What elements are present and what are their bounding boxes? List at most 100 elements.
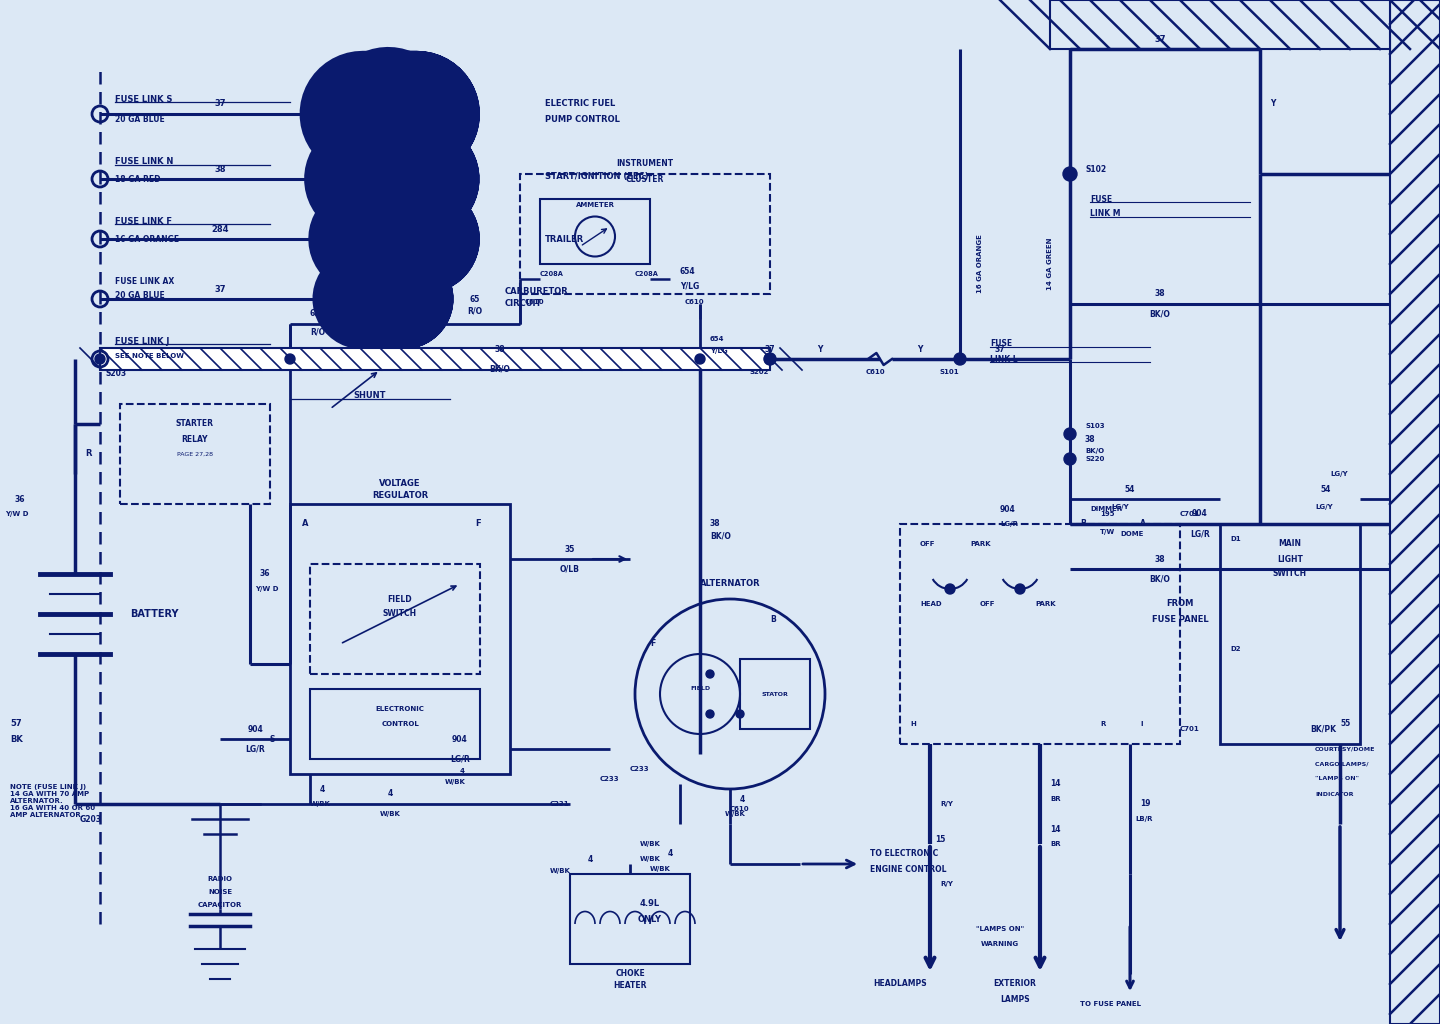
Text: 38: 38	[215, 165, 226, 173]
Circle shape	[1064, 453, 1076, 465]
Circle shape	[354, 109, 366, 120]
Text: FIELD: FIELD	[690, 686, 710, 691]
Text: BK/PK: BK/PK	[1310, 725, 1336, 733]
Text: O/LB: O/LB	[560, 564, 580, 573]
Text: 36: 36	[261, 569, 271, 579]
Text: 37: 37	[215, 99, 226, 109]
Text: 54: 54	[1320, 484, 1331, 494]
Bar	[289, 504, 510, 774]
Bar	[310, 689, 480, 759]
Text: LG/Y: LG/Y	[1331, 471, 1348, 477]
Text: 4: 4	[387, 790, 393, 799]
Text: OFF: OFF	[981, 601, 995, 607]
Bar	[1390, 0, 1440, 1024]
Bar	[1220, 524, 1359, 744]
Text: 904: 904	[999, 505, 1015, 513]
Circle shape	[945, 584, 955, 594]
Circle shape	[354, 173, 366, 184]
Circle shape	[1015, 584, 1025, 594]
Text: 4: 4	[459, 768, 465, 774]
Text: B: B	[1080, 519, 1086, 528]
Text: RADIO: RADIO	[207, 876, 232, 882]
Text: 37: 37	[765, 344, 775, 353]
Text: 655: 655	[310, 309, 325, 318]
Text: TO FUSE PANEL: TO FUSE PANEL	[1080, 1001, 1140, 1007]
Text: INSTRUMENT: INSTRUMENT	[616, 160, 674, 169]
Text: Y/W D: Y/W D	[4, 511, 29, 517]
Text: CIRCUIT: CIRCUIT	[505, 299, 543, 308]
Text: FUSE LINK F: FUSE LINK F	[115, 216, 171, 225]
Text: BK/O: BK/O	[1149, 309, 1171, 318]
Circle shape	[706, 710, 714, 718]
Text: R/O: R/O	[468, 306, 482, 315]
Text: 15: 15	[935, 835, 946, 844]
Text: 654: 654	[710, 336, 724, 342]
Text: 904: 904	[248, 725, 264, 733]
Text: SEE NOTE BELOW: SEE NOTE BELOW	[115, 353, 184, 359]
Text: W/BK: W/BK	[639, 856, 661, 862]
Text: BR: BR	[1050, 796, 1061, 802]
Text: FUSE: FUSE	[1090, 195, 1112, 204]
Text: 37: 37	[1155, 35, 1166, 43]
Text: 65: 65	[469, 295, 480, 303]
Bar	[570, 874, 690, 964]
Text: 19: 19	[1140, 800, 1151, 809]
Text: Y: Y	[370, 122, 376, 130]
Text: RELAY: RELAY	[181, 434, 209, 443]
Text: "LAMPS ON": "LAMPS ON"	[1315, 776, 1359, 781]
Circle shape	[354, 233, 366, 245]
Text: Y: Y	[917, 344, 923, 353]
Text: BK/O: BK/O	[490, 365, 510, 374]
Text: 4: 4	[320, 784, 325, 794]
Text: LB/R: LB/R	[1135, 816, 1152, 822]
Text: INDICATOR: INDICATOR	[1315, 792, 1354, 797]
Text: CAPACITOR: CAPACITOR	[197, 902, 242, 908]
Text: 20 GA BLUE: 20 GA BLUE	[115, 115, 164, 124]
Text: LG/R: LG/R	[451, 755, 469, 764]
Text: "LAMPS ON": "LAMPS ON"	[976, 926, 1024, 932]
Text: SWITCH: SWITCH	[1273, 569, 1308, 579]
Text: ENGINE CONTROL: ENGINE CONTROL	[870, 864, 946, 873]
Text: CONTROL: CONTROL	[382, 721, 419, 727]
Text: 38: 38	[495, 344, 505, 353]
Text: T/W: T/W	[1100, 529, 1115, 535]
Text: FUSE LINK S: FUSE LINK S	[115, 94, 173, 103]
Text: REGULATOR: REGULATOR	[372, 492, 428, 501]
Text: D2: D2	[1230, 646, 1240, 652]
Text: 16 GA ORANGE: 16 GA ORANGE	[976, 234, 984, 294]
Bar	[1050, 0, 1390, 49]
Text: 38: 38	[1155, 290, 1165, 299]
Text: 35: 35	[564, 545, 575, 554]
Text: FUSE PANEL: FUSE PANEL	[1152, 614, 1208, 624]
Text: W/BK: W/BK	[639, 841, 661, 847]
Text: C231: C231	[550, 801, 570, 807]
Text: SWITCH: SWITCH	[383, 609, 418, 618]
Bar	[900, 524, 1179, 744]
Text: Y: Y	[818, 344, 822, 353]
Text: FUSE LINK N: FUSE LINK N	[115, 158, 173, 167]
Text: R: R	[370, 245, 376, 254]
Bar	[740, 659, 809, 729]
Text: 284: 284	[212, 224, 229, 233]
Text: S220: S220	[1084, 456, 1104, 462]
Text: F: F	[475, 519, 481, 528]
Text: BK/O: BK/O	[370, 184, 390, 194]
Text: FUSE: FUSE	[991, 340, 1012, 348]
Text: OFF: OFF	[920, 541, 936, 547]
Bar	[99, 348, 770, 370]
Circle shape	[354, 294, 366, 304]
Text: S101: S101	[940, 369, 959, 375]
Text: Y/LG: Y/LG	[680, 282, 700, 291]
Text: 4: 4	[740, 795, 746, 804]
Text: C701: C701	[1179, 511, 1200, 517]
Text: 195: 195	[1100, 511, 1115, 517]
Text: S103: S103	[1084, 423, 1104, 429]
Text: A: A	[1140, 519, 1146, 528]
Text: I: I	[1140, 721, 1142, 727]
Text: LG/Y: LG/Y	[1112, 504, 1129, 510]
Text: NOTE (FUSE LINK J)
14 GA WITH 70 AMP
ALTERNATOR.
16 GA WITH 40 OR 60
AMP ALTERNA: NOTE (FUSE LINK J) 14 GA WITH 70 AMP ALT…	[10, 784, 95, 818]
Circle shape	[953, 353, 966, 365]
Text: F: F	[649, 640, 655, 648]
Text: VOLTAGE: VOLTAGE	[379, 479, 420, 488]
Text: HEAD: HEAD	[920, 601, 942, 607]
